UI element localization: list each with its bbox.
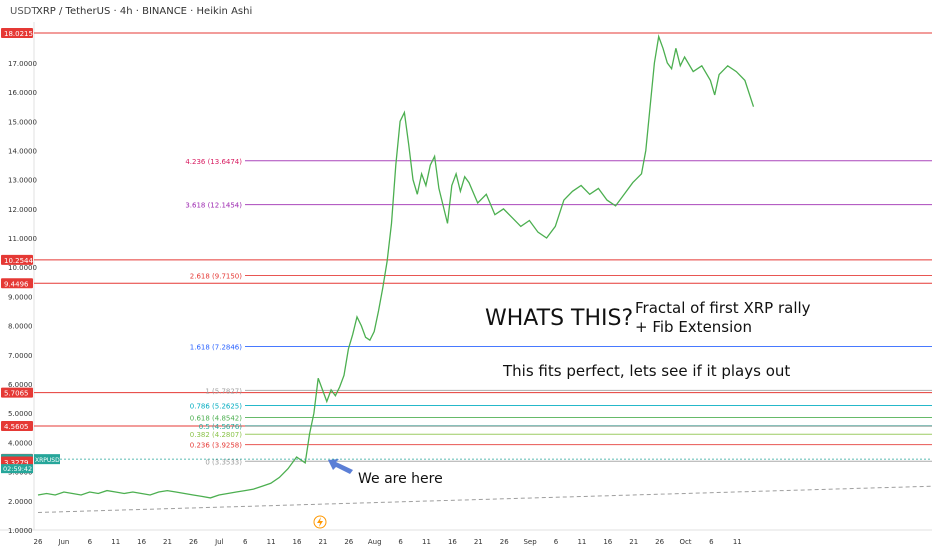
- y-tick-label: 7.0000: [8, 352, 33, 360]
- x-tick-label: 6: [709, 538, 714, 546]
- x-tick-label: 16: [137, 538, 146, 546]
- fib-label: 2.618 (9.7150): [190, 273, 242, 281]
- symbol-tag: [34, 454, 60, 465]
- x-tick-label: 26: [655, 538, 664, 546]
- y-tick-label: 10.0000: [8, 264, 37, 272]
- y-tick-label: 8.0000: [8, 323, 33, 331]
- fib-label: 1 (5.7827): [205, 387, 242, 395]
- x-tick-label: 16: [603, 538, 612, 546]
- price-tag-label: 18.0215: [4, 30, 33, 38]
- trendline: [37, 485, 932, 513]
- x-tick-label: 11: [111, 538, 120, 546]
- fib-label: 0.5 (4.5676): [199, 423, 243, 431]
- y-tick-label: 9.0000: [8, 293, 33, 301]
- x-tick-label: 6: [243, 538, 248, 546]
- currency-label: USDT: [10, 6, 38, 17]
- x-tick-label: 26: [34, 538, 43, 546]
- fib-label: 4.236 (13.6474): [185, 158, 242, 166]
- annotation-whats-this: WHATS THIS?: [485, 306, 633, 331]
- fib-label: 3.618 (12.1454): [185, 202, 242, 210]
- countdown-tag: [1, 464, 33, 474]
- x-tick-label: 26: [500, 538, 509, 546]
- annotation-fractal: Fractal of first XRP rally: [635, 299, 811, 317]
- x-tick-label: Aug: [368, 538, 382, 546]
- x-tick-label: 26: [344, 538, 353, 546]
- y-tick-label: 5.0000: [8, 410, 33, 418]
- price-line: [37, 34, 755, 499]
- symbol-tag-label: XRPUSDT: [35, 457, 64, 464]
- annotation-fib: + Fib Extension: [635, 318, 752, 336]
- fib-label: 0.382 (4.2807): [190, 431, 242, 439]
- annotation-fits: This fits perfect, lets see if it plays …: [502, 362, 790, 380]
- x-tick-label: 21: [163, 538, 172, 546]
- chart-title[interactable]: XRP / TetherUS · 4h · BINANCE · Heikin A…: [36, 6, 253, 17]
- y-tick-label: 6.0000: [8, 381, 33, 389]
- x-tick-label: 11: [577, 538, 586, 546]
- y-tick-label: 2.0000: [8, 498, 33, 506]
- y-axis-panel: [0, 22, 34, 530]
- price-tag: [1, 254, 33, 265]
- x-tick-label: 6: [88, 538, 93, 546]
- fib-label: 0.786 (5.2625): [190, 403, 242, 411]
- y-tick-label: 4.0000: [8, 439, 33, 447]
- y-tick-label: 17.0000: [8, 60, 37, 68]
- y-tick-label: 14.0000: [8, 147, 37, 155]
- y-tick-label: 13.0000: [8, 177, 37, 185]
- x-tick-label: 11: [422, 538, 431, 546]
- arrow-icon: [328, 459, 353, 474]
- y-tick-label: 16.0000: [8, 89, 37, 97]
- fib-label: 1.618 (7.2846): [190, 344, 242, 352]
- countdown-label: 02:59:42: [3, 465, 32, 473]
- x-tick-label: 6: [554, 538, 559, 546]
- x-tick-label: 21: [629, 538, 638, 546]
- fib-label: 0 (3.3533): [205, 458, 242, 466]
- x-tick-label: Sep: [523, 538, 537, 546]
- y-tick-label: 11.0000: [8, 235, 37, 243]
- annotation-we-are-here: We are here: [358, 471, 443, 487]
- x-tick-label: 16: [293, 538, 302, 546]
- x-tick-label: 6: [398, 538, 403, 546]
- price-tag-label: 9.4496: [4, 280, 29, 288]
- y-tick-label: 1.0000: [8, 527, 33, 535]
- price-tag: [1, 421, 33, 432]
- x-tick-label: 11: [733, 538, 742, 546]
- price-tag: [1, 28, 33, 39]
- x-tick-label: Jul: [214, 538, 224, 546]
- lightning-icon: [317, 517, 323, 527]
- x-tick-label: 11: [267, 538, 276, 546]
- price-tag: [1, 387, 33, 398]
- price-tag-label: 4.5605: [4, 423, 29, 431]
- x-tick-label: 21: [474, 538, 483, 546]
- price-tag: [1, 278, 33, 289]
- price-tag-label: 10.2544: [4, 257, 33, 265]
- fib-label: 0.236 (3.9258): [190, 442, 242, 450]
- x-tick-label: Oct: [679, 538, 691, 546]
- price-tag-label: 3.3279: [4, 459, 29, 467]
- event-icon: [313, 515, 327, 529]
- x-tick-label: 21: [318, 538, 327, 546]
- price-tag-label: 5.7065: [4, 390, 29, 398]
- chart-header: USDT XRP / TetherUS · 4h · BINANCE · Hei…: [0, 0, 932, 22]
- y-tick-label: 15.0000: [8, 118, 37, 126]
- fib-label: 0.618 (4.8542): [190, 414, 242, 422]
- x-tick-label: 16: [448, 538, 457, 546]
- x-tick-label: 26: [189, 538, 198, 546]
- x-tick-label: Jun: [57, 538, 69, 546]
- y-tick-label: 12.0000: [8, 206, 37, 214]
